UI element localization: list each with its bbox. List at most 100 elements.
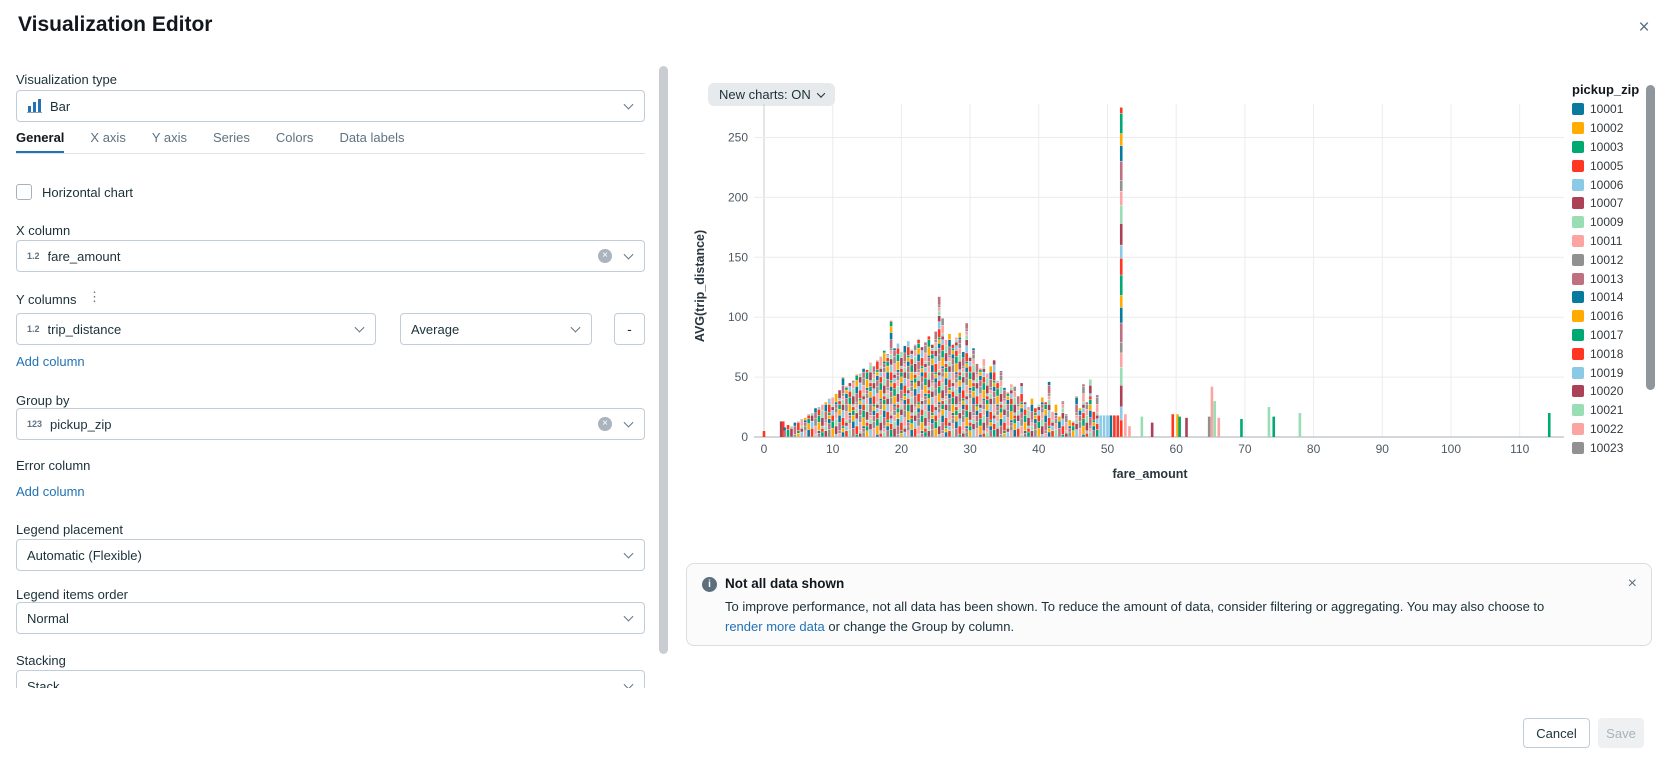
legend-item[interactable]: 10003 — [1572, 138, 1652, 157]
clear-icon[interactable]: × — [598, 249, 612, 263]
x-column-select[interactable]: 1.2 fare_amount × — [16, 240, 645, 272]
modal-scrollbar[interactable] — [1646, 85, 1655, 390]
legend-swatch — [1572, 291, 1584, 304]
legend-swatch — [1572, 140, 1584, 153]
panel-scrollbar[interactable] — [659, 66, 668, 654]
viz-type-select[interactable]: Bar — [16, 90, 645, 122]
legend-label: 10023 — [1590, 440, 1624, 455]
tab-x-axis[interactable]: X axis — [90, 130, 126, 145]
legend-swatch — [1572, 197, 1584, 210]
group-by-label: Group by — [16, 393, 70, 408]
legend-item[interactable]: 10013 — [1572, 269, 1652, 288]
tab-y-axis[interactable]: Y axis — [151, 130, 187, 145]
chevron-down-icon — [623, 679, 634, 688]
not-all-data-banner: i Not all data shown To improve performa… — [686, 563, 1652, 646]
legend-label: 10014 — [1590, 290, 1624, 305]
svg-text:80: 80 — [1307, 442, 1321, 456]
x-axis-title: fare_amount — [1112, 467, 1188, 481]
legend-title: pickup_zip — [1572, 82, 1640, 97]
svg-text:50: 50 — [1101, 442, 1115, 456]
group-by-select[interactable]: 123 pickup_zip × — [16, 408, 645, 440]
legend-swatch — [1572, 404, 1584, 417]
legend-item[interactable]: 10019 — [1572, 363, 1652, 382]
chevron-down-icon — [570, 322, 581, 333]
legend-swatch — [1572, 122, 1584, 135]
tab-colors[interactable]: Colors — [275, 130, 314, 145]
y-columns-label: Y columns — [16, 292, 77, 307]
horizontal-chart-checkbox[interactable] — [16, 184, 32, 200]
chevron-down-icon — [623, 548, 634, 559]
svg-text:50: 50 — [735, 370, 749, 384]
legend-swatch — [1572, 178, 1584, 191]
legend-placement-value: Automatic (Flexible) — [27, 547, 142, 563]
legend-item[interactable]: 10022 — [1572, 420, 1652, 439]
legend-swatch — [1572, 347, 1584, 360]
banner-close-icon[interactable]: × — [1627, 575, 1637, 592]
add-y-column-link[interactable]: Add column — [16, 354, 85, 369]
legend-label: 10018 — [1590, 346, 1624, 361]
legend-items-order-label: Legend items order — [16, 587, 129, 602]
legend-item[interactable]: 10007 — [1572, 194, 1652, 213]
horizontal-chart-row: Horizontal chart — [16, 184, 133, 200]
new-charts-toggle[interactable]: New charts: ON — [708, 83, 835, 106]
stacking-select[interactable]: Stack — [16, 670, 645, 688]
y-aggregation-select[interactable]: Average — [400, 313, 592, 345]
tab-general[interactable]: General — [16, 130, 65, 153]
cancel-button[interactable]: Cancel — [1523, 718, 1590, 748]
legend-item[interactable]: 10012 — [1572, 250, 1652, 269]
svg-text:40: 40 — [1032, 442, 1046, 456]
svg-text:20: 20 — [895, 442, 909, 456]
viz-type-value: Bar — [50, 98, 71, 114]
legend-item[interactable]: 10009 — [1572, 213, 1652, 232]
legend-items-order-select[interactable]: Normal — [16, 602, 645, 634]
kebab-menu-icon[interactable]: ⋮ — [88, 289, 101, 304]
error-column-label: Error column — [16, 458, 91, 473]
remove-y-column-button[interactable]: - — [614, 313, 645, 345]
svg-text:250: 250 — [728, 131, 748, 145]
legend-label: 10020 — [1590, 384, 1624, 399]
legend-label: 10009 — [1590, 215, 1624, 230]
decimal-type-icon: 1.2 — [27, 324, 40, 334]
chevron-down-icon — [623, 249, 634, 260]
legend-item[interactable]: 10005 — [1572, 156, 1652, 175]
legend-item[interactable]: 10021 — [1572, 401, 1652, 420]
legend-item[interactable]: 10017 — [1572, 326, 1652, 345]
banner-text-line1: To improve performance, not all data has… — [725, 599, 1545, 614]
legend-item[interactable]: 10016 — [1572, 307, 1652, 326]
editor-tabs: General X axis Y axis Series Colors Data labe… — [16, 130, 645, 154]
legend-item[interactable]: 10006 — [1572, 175, 1652, 194]
legend-item[interactable]: 10023 — [1572, 438, 1652, 457]
legend-item[interactable]: 10018 — [1572, 344, 1652, 363]
chevron-down-icon — [623, 611, 634, 622]
add-error-column-link[interactable]: Add column — [16, 484, 85, 499]
legend-item[interactable]: 10014 — [1572, 288, 1652, 307]
chart-legend: pickup_zip 10001 10002 10003 10005 10006 1000… — [1572, 80, 1652, 457]
y-axis-title: AVG(trip_distance) — [693, 230, 707, 342]
legend-swatch — [1572, 216, 1584, 229]
page-title: Visualization Editor — [18, 13, 213, 36]
svg-text:0: 0 — [741, 430, 748, 444]
chevron-down-icon — [623, 99, 634, 110]
tab-series[interactable]: Series — [213, 130, 250, 145]
legend-item[interactable]: 10002 — [1572, 119, 1652, 138]
save-button[interactable]: Save — [1598, 718, 1644, 748]
chevron-down-icon — [354, 322, 365, 333]
legend-swatch — [1572, 328, 1584, 341]
chevron-down-icon — [623, 417, 634, 428]
legend-item[interactable]: 10011 — [1572, 232, 1652, 251]
legend-item[interactable]: 10001 — [1572, 100, 1652, 119]
legend-placement-select[interactable]: Automatic (Flexible) — [16, 539, 645, 571]
render-more-data-link[interactable]: render more data — [725, 619, 825, 634]
svg-text:110: 110 — [1510, 442, 1529, 456]
legend-item[interactable]: 10020 — [1572, 382, 1652, 401]
modal-close-icon[interactable]: × — [1638, 17, 1650, 38]
clear-icon[interactable]: × — [598, 417, 612, 431]
tab-data-labels[interactable]: Data labels — [339, 130, 405, 145]
y-column-select[interactable]: 1.2 trip_distance — [16, 313, 376, 345]
legend-swatch — [1572, 366, 1584, 379]
legend-label: 10021 — [1590, 403, 1624, 418]
svg-text:30: 30 — [963, 442, 977, 456]
legend-swatch — [1572, 234, 1584, 247]
horizontal-chart-label: Horizontal chart — [42, 184, 134, 200]
legend-swatch — [1572, 253, 1584, 266]
